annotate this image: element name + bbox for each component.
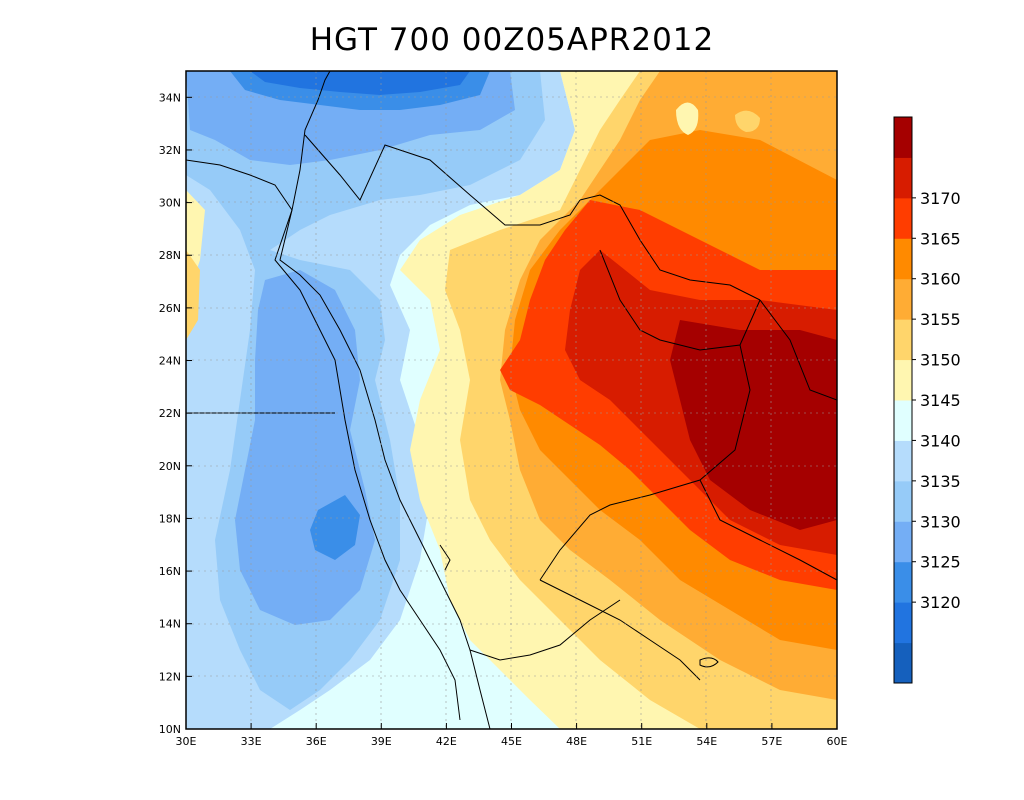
colorbar-label: 3120 xyxy=(920,593,961,612)
field-3125-3130 xyxy=(186,71,515,625)
colorbar-swatch xyxy=(894,521,912,563)
lat-tick-label: 14N xyxy=(159,618,181,631)
lat-tick-label: 12N xyxy=(159,670,181,683)
colorbar-label: 3160 xyxy=(920,270,961,289)
lat-tick-label: 26N xyxy=(159,302,181,315)
lon-tick-label: 36E xyxy=(306,735,327,748)
lon-tick-label: 42E xyxy=(436,735,457,748)
colorbar-swatch xyxy=(894,117,912,158)
field-3115-3120 xyxy=(250,71,470,95)
lat-tick-label: 24N xyxy=(159,355,181,368)
lon-tick-label: 48E xyxy=(566,735,587,748)
lon-tick-label: 51E xyxy=(631,735,652,748)
lon-tick-label: 45E xyxy=(501,735,522,748)
colorbar-swatch xyxy=(894,157,912,199)
colorbar-swatch xyxy=(894,319,912,361)
colorbar-label: 3165 xyxy=(920,229,961,248)
map-title: HGT 700 00Z05APR2012 xyxy=(309,22,715,58)
lat-tick-label: 22N xyxy=(159,407,181,420)
lat-tick-label: 20N xyxy=(159,460,181,473)
lon-tick-label: 57E xyxy=(761,735,782,748)
colorbar-label: 3145 xyxy=(920,391,961,410)
lat-tick-label: 30N xyxy=(159,197,181,210)
colorbar-swatch xyxy=(894,440,912,482)
height-field xyxy=(186,71,837,729)
colorbar-label: 3140 xyxy=(920,431,961,450)
colorbar-swatch xyxy=(894,642,912,684)
field-high-spot-2 xyxy=(735,110,760,132)
colorbar-swatch xyxy=(894,197,912,239)
colorbar-swatch xyxy=(894,480,912,522)
lon-tick-label: 54E xyxy=(696,735,717,748)
lon-tick-label: 60E xyxy=(827,735,848,748)
lat-lon-grid xyxy=(186,71,837,729)
lon-tick-label: 33E xyxy=(241,735,262,748)
lat-tick-label: 18N xyxy=(159,512,181,525)
coastlines xyxy=(186,71,837,729)
colorbar-swatch xyxy=(894,602,912,644)
lat-tick-label: 34N xyxy=(159,91,181,104)
lat-tick-label: 32N xyxy=(159,144,181,157)
colorbar-label: 3130 xyxy=(920,512,961,531)
field-3175-plus xyxy=(670,320,837,530)
colorbar-swatch xyxy=(894,359,912,401)
colorbar-label: 3135 xyxy=(920,472,961,491)
colorbar-label: 3150 xyxy=(920,351,961,370)
colorbar-label: 3125 xyxy=(920,553,961,572)
lat-axis: 10N 12N 14N 16N 18N 20N 22N 24N 26N 28N 30N 32N 34N xyxy=(159,91,192,736)
colorbar-swatch xyxy=(894,400,912,441)
lat-tick-label: 10N xyxy=(159,723,181,736)
lat-tick-label: 28N xyxy=(159,249,181,262)
colorbar: 3120 3125 3130 3135 3140 3145 3150 3155 3160 3165… xyxy=(893,116,961,684)
lon-axis: 30E 33E 36E 39E 42E 45E 48E 51E 54E 57E 60E xyxy=(176,723,848,748)
colorbar-swatch xyxy=(894,278,912,320)
lon-tick-label: 39E xyxy=(371,735,392,748)
colorbar-swatch xyxy=(894,238,912,280)
lat-tick-label: 16N xyxy=(159,565,181,578)
colorbar-swatch xyxy=(894,561,912,603)
field-high-spot xyxy=(676,102,699,135)
lon-tick-label: 30E xyxy=(176,735,197,748)
colorbar-label: 3155 xyxy=(920,310,961,329)
colorbar-label: 3170 xyxy=(920,189,961,208)
